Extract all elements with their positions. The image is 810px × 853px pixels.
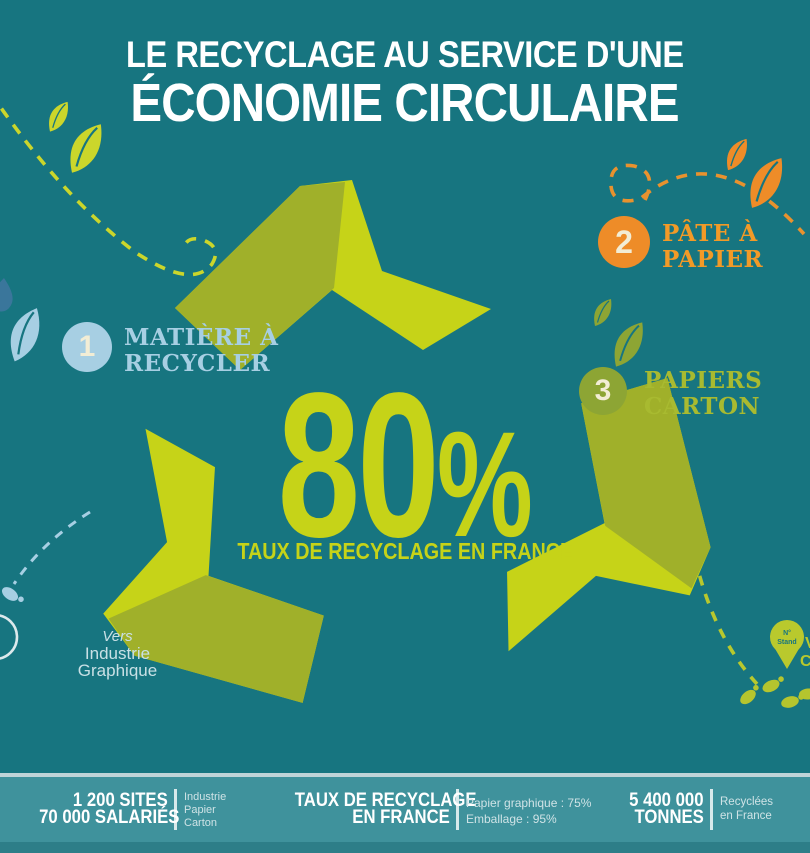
stat-tonnes-desc: Recyclées en France: [720, 796, 774, 822]
step-1-label-line1: MATIÈRE À: [124, 324, 279, 351]
step-1-number: 1: [78, 330, 96, 363]
note-vers-industrie-graphique: Vers Industrie Graphique: [40, 628, 195, 679]
recycling-rate-value: 80: [277, 350, 439, 580]
step-1-label-line2: RECYCLER: [124, 350, 271, 377]
footer-bottom-strip: [0, 842, 810, 853]
stat-tonnes-value: 5 400 000 TONNES: [556, 790, 704, 828]
step-3-label: PAPIERS CARTON: [644, 368, 762, 420]
leaf-icon: [726, 138, 748, 171]
footprint-icon-blue: [0, 584, 26, 607]
recycling-rate-percent: %: [436, 400, 533, 568]
map-pin-outline-icon: [0, 614, 19, 660]
dashed-path-topright: [609, 163, 806, 236]
stat-sites-line1: 1 200 SITES: [73, 790, 168, 811]
step-2-label-line2: PAPIER: [662, 246, 764, 273]
map-pin-icon: N° Stand: [770, 620, 804, 669]
pin-label-line2: Stand: [777, 639, 796, 646]
stat-divider: [456, 789, 459, 830]
pin-label-line1: N°: [783, 629, 791, 637]
leaf-icon: [613, 321, 644, 368]
leaf-icon-blue: [5, 306, 46, 363]
stat-divider: [710, 789, 713, 830]
footer-separator: [0, 773, 810, 777]
stat-tonnes-line2: TONNES: [634, 807, 704, 828]
title-line-1: LE RECYCLAGE AU SERVICE D'UNE: [126, 34, 684, 75]
leaf-icon: [69, 123, 103, 174]
stat-taux-line1: TAUX DE RECYCLAGE: [294, 790, 477, 811]
note-line1: Vers: [102, 628, 133, 645]
page-title: LE RECYCLAGE AU SERVICE D'UNE ÉCONOMIE C…: [0, 36, 810, 130]
step-2-label-line1: PÂTE À: [662, 220, 758, 247]
stat-taux-value: TAUX DE RECYCLAGE EN FRANCE: [270, 791, 477, 828]
step-1-badge: 1: [62, 322, 112, 372]
note-line2: Industrie: [84, 644, 151, 663]
step-3-label-line2: CARTON: [644, 393, 761, 420]
pin-partial-text-2: Ch: [800, 653, 810, 670]
stat-sites-value: 1 200 SITES 70 000 SALARIÉS: [20, 790, 179, 827]
step-2-number: 2: [615, 223, 633, 260]
recycling-rate-figure: 80%: [0, 362, 810, 568]
step-1-label: MATIÈRE À RECYCLER: [124, 325, 278, 377]
stat-divider: [174, 789, 177, 830]
dashed-path-left: [12, 510, 91, 585]
dashed-path-topleft: [0, 103, 218, 277]
stat-tonnes-line1: 5 400 000: [629, 790, 704, 811]
water-drop-icon: [0, 278, 13, 312]
step-3-number: 3: [594, 374, 612, 407]
leaf-icon: [749, 157, 784, 209]
pin-partial-text-1: V: [805, 635, 810, 652]
step-3-badge: 3: [579, 367, 627, 415]
leaf-icon: [593, 298, 612, 327]
step-2-label: PÂTE À PAPIER: [662, 221, 763, 273]
footer-band: [0, 777, 810, 842]
footprints-icon: [737, 674, 810, 710]
stat-sites-line2: 70 000 SALARIÉS: [39, 807, 180, 828]
stat-taux-desc: Papier graphique : 75% Emballage : 95%: [466, 796, 592, 826]
stat-taux-line2: EN FRANCE: [352, 807, 450, 828]
recycling-rate-caption: TAUX DE RECYCLAGE EN FRANCE: [237, 538, 573, 564]
stat-sites-desc: Industrie Papier Carton: [184, 791, 227, 829]
note-line3: Graphique: [77, 661, 158, 680]
title-line-2: ÉCONOMIE CIRCULAIRE: [130, 73, 680, 133]
step-3-label-line1: PAPIERS: [644, 367, 763, 394]
step-2-badge: 2: [598, 216, 650, 268]
